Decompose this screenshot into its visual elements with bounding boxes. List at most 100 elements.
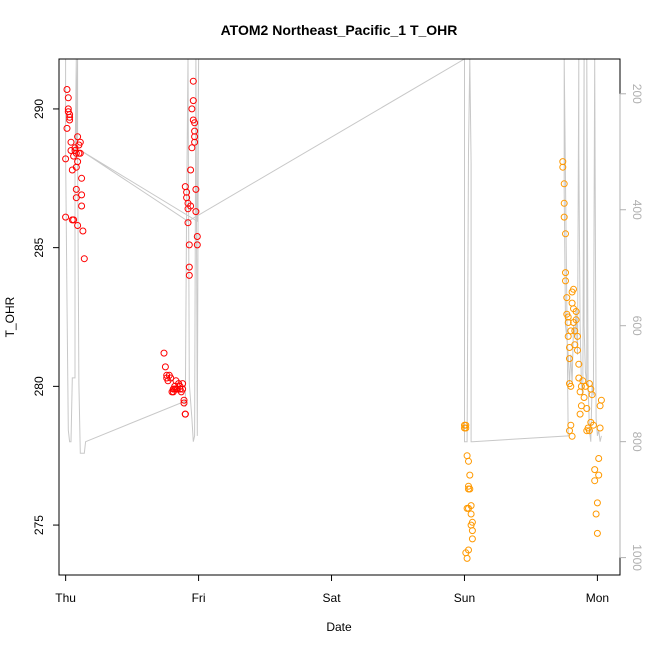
data-point-series-0	[72, 185, 80, 193]
data-point-series-1	[567, 327, 575, 335]
data-point-series-0	[72, 194, 80, 202]
data-point-series-1	[465, 546, 472, 554]
data-point-series-0	[64, 94, 72, 102]
data-point-series-0	[187, 202, 195, 210]
y2-tick-label: 800	[630, 432, 644, 452]
data-point-series-1	[566, 355, 573, 363]
data-point-series-1	[463, 554, 471, 562]
data-point-series-1	[562, 269, 569, 277]
data-point-series-0	[189, 77, 197, 85]
y-tick-label: 280	[32, 376, 46, 396]
y2-tick-label: 400	[630, 200, 644, 220]
data-point-series-0	[188, 105, 196, 113]
data-point-series-0	[74, 133, 82, 141]
data-point-series-1	[560, 180, 568, 188]
data-point-series-0	[63, 86, 71, 93]
data-point-series-1	[592, 510, 600, 518]
data-point-series-1	[568, 299, 576, 307]
data-point-series-1	[467, 502, 475, 510]
data-point-series-1	[577, 402, 585, 410]
data-point-series-1	[567, 421, 575, 429]
data-point-series-1	[466, 485, 474, 493]
data-point-series-1	[563, 294, 571, 302]
data-point-series-0	[76, 149, 84, 157]
plot-box	[58, 58, 621, 576]
data-point-series-1	[560, 213, 568, 221]
data-point-series-0	[167, 374, 175, 382]
data-point-series-0	[180, 399, 188, 407]
data-point-series-1	[566, 344, 573, 351]
data-point-series-1	[579, 377, 587, 385]
data-point-series-0	[79, 227, 87, 235]
data-point-series-0	[191, 138, 199, 146]
data-point-series-1	[583, 405, 591, 412]
data-point-series-0	[161, 363, 169, 371]
x-tick-label: Mon	[586, 591, 609, 605]
data-point-series-1	[591, 466, 599, 474]
depth-line-layer	[65, 58, 602, 454]
data-point-series-1	[572, 316, 580, 324]
data-point-series-1	[468, 527, 476, 535]
data-point-series-1	[591, 477, 599, 485]
data-point-series-1	[576, 410, 584, 418]
data-point-series-0	[187, 166, 195, 174]
data-point-series-1	[588, 391, 596, 399]
data-point-series-0	[188, 144, 196, 152]
y2-axis: 200 400 600 800 1000	[619, 84, 644, 571]
data-point-series-1	[575, 360, 583, 368]
data-point-series-0	[63, 124, 71, 132]
data-point-series-1	[597, 396, 605, 404]
x-tick-label: Thu	[55, 591, 76, 605]
y-axis: 275 280 285 290	[32, 99, 59, 535]
data-point-series-1	[580, 394, 588, 401]
data-point-series-1	[467, 510, 475, 518]
data-point-series-0	[62, 155, 70, 163]
data-point-series-0	[70, 216, 78, 224]
data-point-series-1	[585, 427, 593, 435]
data-point-series-1	[572, 308, 580, 315]
data-point-series-1	[593, 499, 601, 507]
data-point-series-1	[560, 199, 568, 207]
data-point-series-1	[574, 332, 581, 340]
data-point-series-0	[78, 174, 86, 182]
data-point-series-0	[192, 208, 200, 216]
data-point-series-0	[160, 349, 168, 357]
data-point-series-1	[564, 332, 572, 340]
x-tick-label: Fri	[192, 591, 206, 605]
x-tick-label: Sat	[323, 591, 342, 605]
data-point-series-0	[185, 271, 193, 279]
data-point-series-0	[74, 222, 82, 229]
data-point-series-1	[468, 535, 476, 543]
data-point-series-1	[571, 341, 579, 349]
data-point-series-1	[596, 402, 604, 410]
data-point-series-1	[463, 452, 471, 460]
data-point-series-0	[76, 138, 84, 146]
x-axis-label: Date	[326, 620, 352, 634]
chart-title: ATOM2 Northeast_Pacific_1 T_OHR	[221, 22, 458, 38]
data-point-series-0	[66, 116, 74, 124]
data-point-series-1	[596, 424, 604, 432]
data-point-series-0	[181, 183, 189, 191]
data-point-series-1	[595, 471, 603, 479]
data-point-series-1	[466, 471, 474, 479]
data-point-series-1	[562, 277, 569, 285]
data-point-series-0	[193, 233, 201, 240]
data-point-series-1	[571, 327, 579, 335]
data-point-series-1	[462, 421, 470, 429]
data-point-series-0	[72, 149, 80, 157]
data-point-series-0	[66, 113, 74, 121]
data-point-series-1	[562, 230, 569, 238]
data-point-series-0	[192, 185, 200, 193]
y2-tick-label: 600	[630, 316, 644, 336]
data-point-series-1	[570, 285, 577, 293]
data-point-series-0	[185, 241, 193, 249]
data-point-series-1	[567, 382, 575, 390]
y2-tick-label: 200	[630, 84, 644, 104]
data-point-series-0	[180, 396, 188, 404]
data-point-series-0	[185, 263, 193, 271]
y-tick-label: 285	[32, 237, 46, 257]
y-axis-label: T_OHR	[3, 296, 17, 337]
data-point-series-0	[80, 255, 88, 263]
data-point-series-0	[78, 191, 86, 199]
